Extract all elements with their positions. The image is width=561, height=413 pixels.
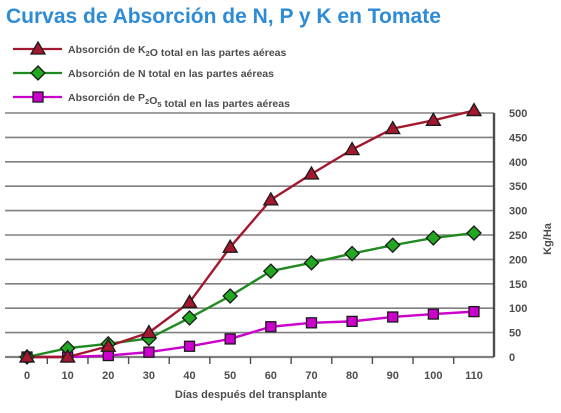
x-tick-label: 70 bbox=[305, 370, 317, 382]
x-tick-label: 20 bbox=[102, 370, 114, 382]
data-point-triangle bbox=[343, 141, 361, 156]
series-line-triangle bbox=[27, 109, 475, 359]
legend-entry: Absorción de N total en las partes aérea… bbox=[68, 68, 274, 80]
x-tick-label: 110 bbox=[465, 370, 483, 382]
x-tick-label: 30 bbox=[143, 370, 155, 382]
y-tick-label: 500 bbox=[509, 108, 527, 120]
data-point-diamond bbox=[181, 310, 198, 326]
legend-marker-diamond bbox=[30, 65, 46, 81]
y-tick-label: 150 bbox=[509, 279, 527, 291]
data-point-square bbox=[305, 317, 318, 329]
data-point-triangle bbox=[222, 238, 239, 253]
x-tick-label: 10 bbox=[62, 370, 74, 382]
series-line-square bbox=[27, 310, 475, 359]
data-point-square bbox=[346, 315, 358, 328]
data-point-square bbox=[183, 340, 196, 352]
x-axis-ticks: 0 10 20 30 40 50 60 70 80 90 100 110 bbox=[24, 357, 483, 382]
data-point-diamond bbox=[303, 254, 320, 271]
data-point-diamond bbox=[222, 288, 239, 304]
data-point-triangle bbox=[100, 337, 117, 352]
y-axis-ticks: 0 50 100 150 200 250 300 350 400 450 500 bbox=[509, 108, 527, 364]
x-tick-label: 50 bbox=[224, 370, 236, 382]
y-tick-label: 100 bbox=[509, 303, 527, 315]
legend-marker-triangle bbox=[29, 40, 47, 55]
data-point-triangle bbox=[181, 294, 198, 308]
x-axis-label: Días después del transplante bbox=[175, 389, 327, 401]
data-point-square bbox=[468, 305, 480, 318]
x-tick-label: 40 bbox=[183, 370, 195, 382]
data-point-square bbox=[265, 321, 277, 333]
data-point-square bbox=[102, 349, 114, 362]
x-tick-label: 60 bbox=[265, 370, 277, 382]
data-point-square bbox=[427, 308, 440, 320]
data-point-triangle bbox=[18, 348, 36, 363]
y-tick-label: 200 bbox=[509, 254, 527, 266]
y-tick-label: 50 bbox=[509, 328, 521, 340]
data-point-diamond bbox=[344, 245, 361, 262]
series-markers bbox=[18, 102, 483, 365]
data-point-diamond bbox=[384, 237, 401, 254]
data-point-triangle bbox=[262, 191, 279, 206]
data-point-triangle bbox=[140, 324, 158, 339]
data-point-diamond bbox=[262, 263, 279, 280]
y-tick-label: 300 bbox=[509, 206, 527, 218]
data-point-square bbox=[387, 311, 399, 323]
x-tick-label: 90 bbox=[387, 370, 399, 382]
data-point-triangle bbox=[465, 102, 483, 117]
y-axis-label: Kg/Ha bbox=[542, 222, 554, 255]
y-tick-label: 250 bbox=[509, 230, 527, 242]
data-point-square bbox=[143, 346, 155, 358]
x-tick-label: 80 bbox=[346, 370, 358, 382]
chart-title: Curvas de Absorción de N, P y K en Tomat… bbox=[6, 5, 441, 28]
series-lines bbox=[26, 109, 475, 359]
data-point-triangle bbox=[303, 165, 320, 180]
data-point-triangle bbox=[59, 348, 76, 363]
legend-marker-square bbox=[32, 91, 44, 103]
y-tick-label: 350 bbox=[509, 181, 527, 193]
x-tick-label: 0 bbox=[24, 370, 30, 382]
y-tick-label: 450 bbox=[509, 132, 527, 144]
data-point-diamond bbox=[425, 230, 442, 246]
data-point-triangle bbox=[425, 112, 442, 126]
x-tick-label: 100 bbox=[424, 370, 442, 382]
legend: Absorción de K2O total en las partes aér… bbox=[13, 40, 290, 110]
y-tick-label: 0 bbox=[509, 352, 515, 364]
legend-entry: Absorción de P2O5 total en las partes aé… bbox=[68, 92, 290, 110]
series-line-diamond bbox=[26, 231, 475, 359]
grid bbox=[5, 112, 496, 359]
legend-entry: Absorción de K2O total en las partes aér… bbox=[68, 44, 286, 59]
data-point-diamond bbox=[466, 225, 482, 241]
data-point-square bbox=[224, 333, 236, 345]
data-point-triangle bbox=[384, 120, 401, 135]
y-tick-label: 400 bbox=[509, 157, 527, 169]
